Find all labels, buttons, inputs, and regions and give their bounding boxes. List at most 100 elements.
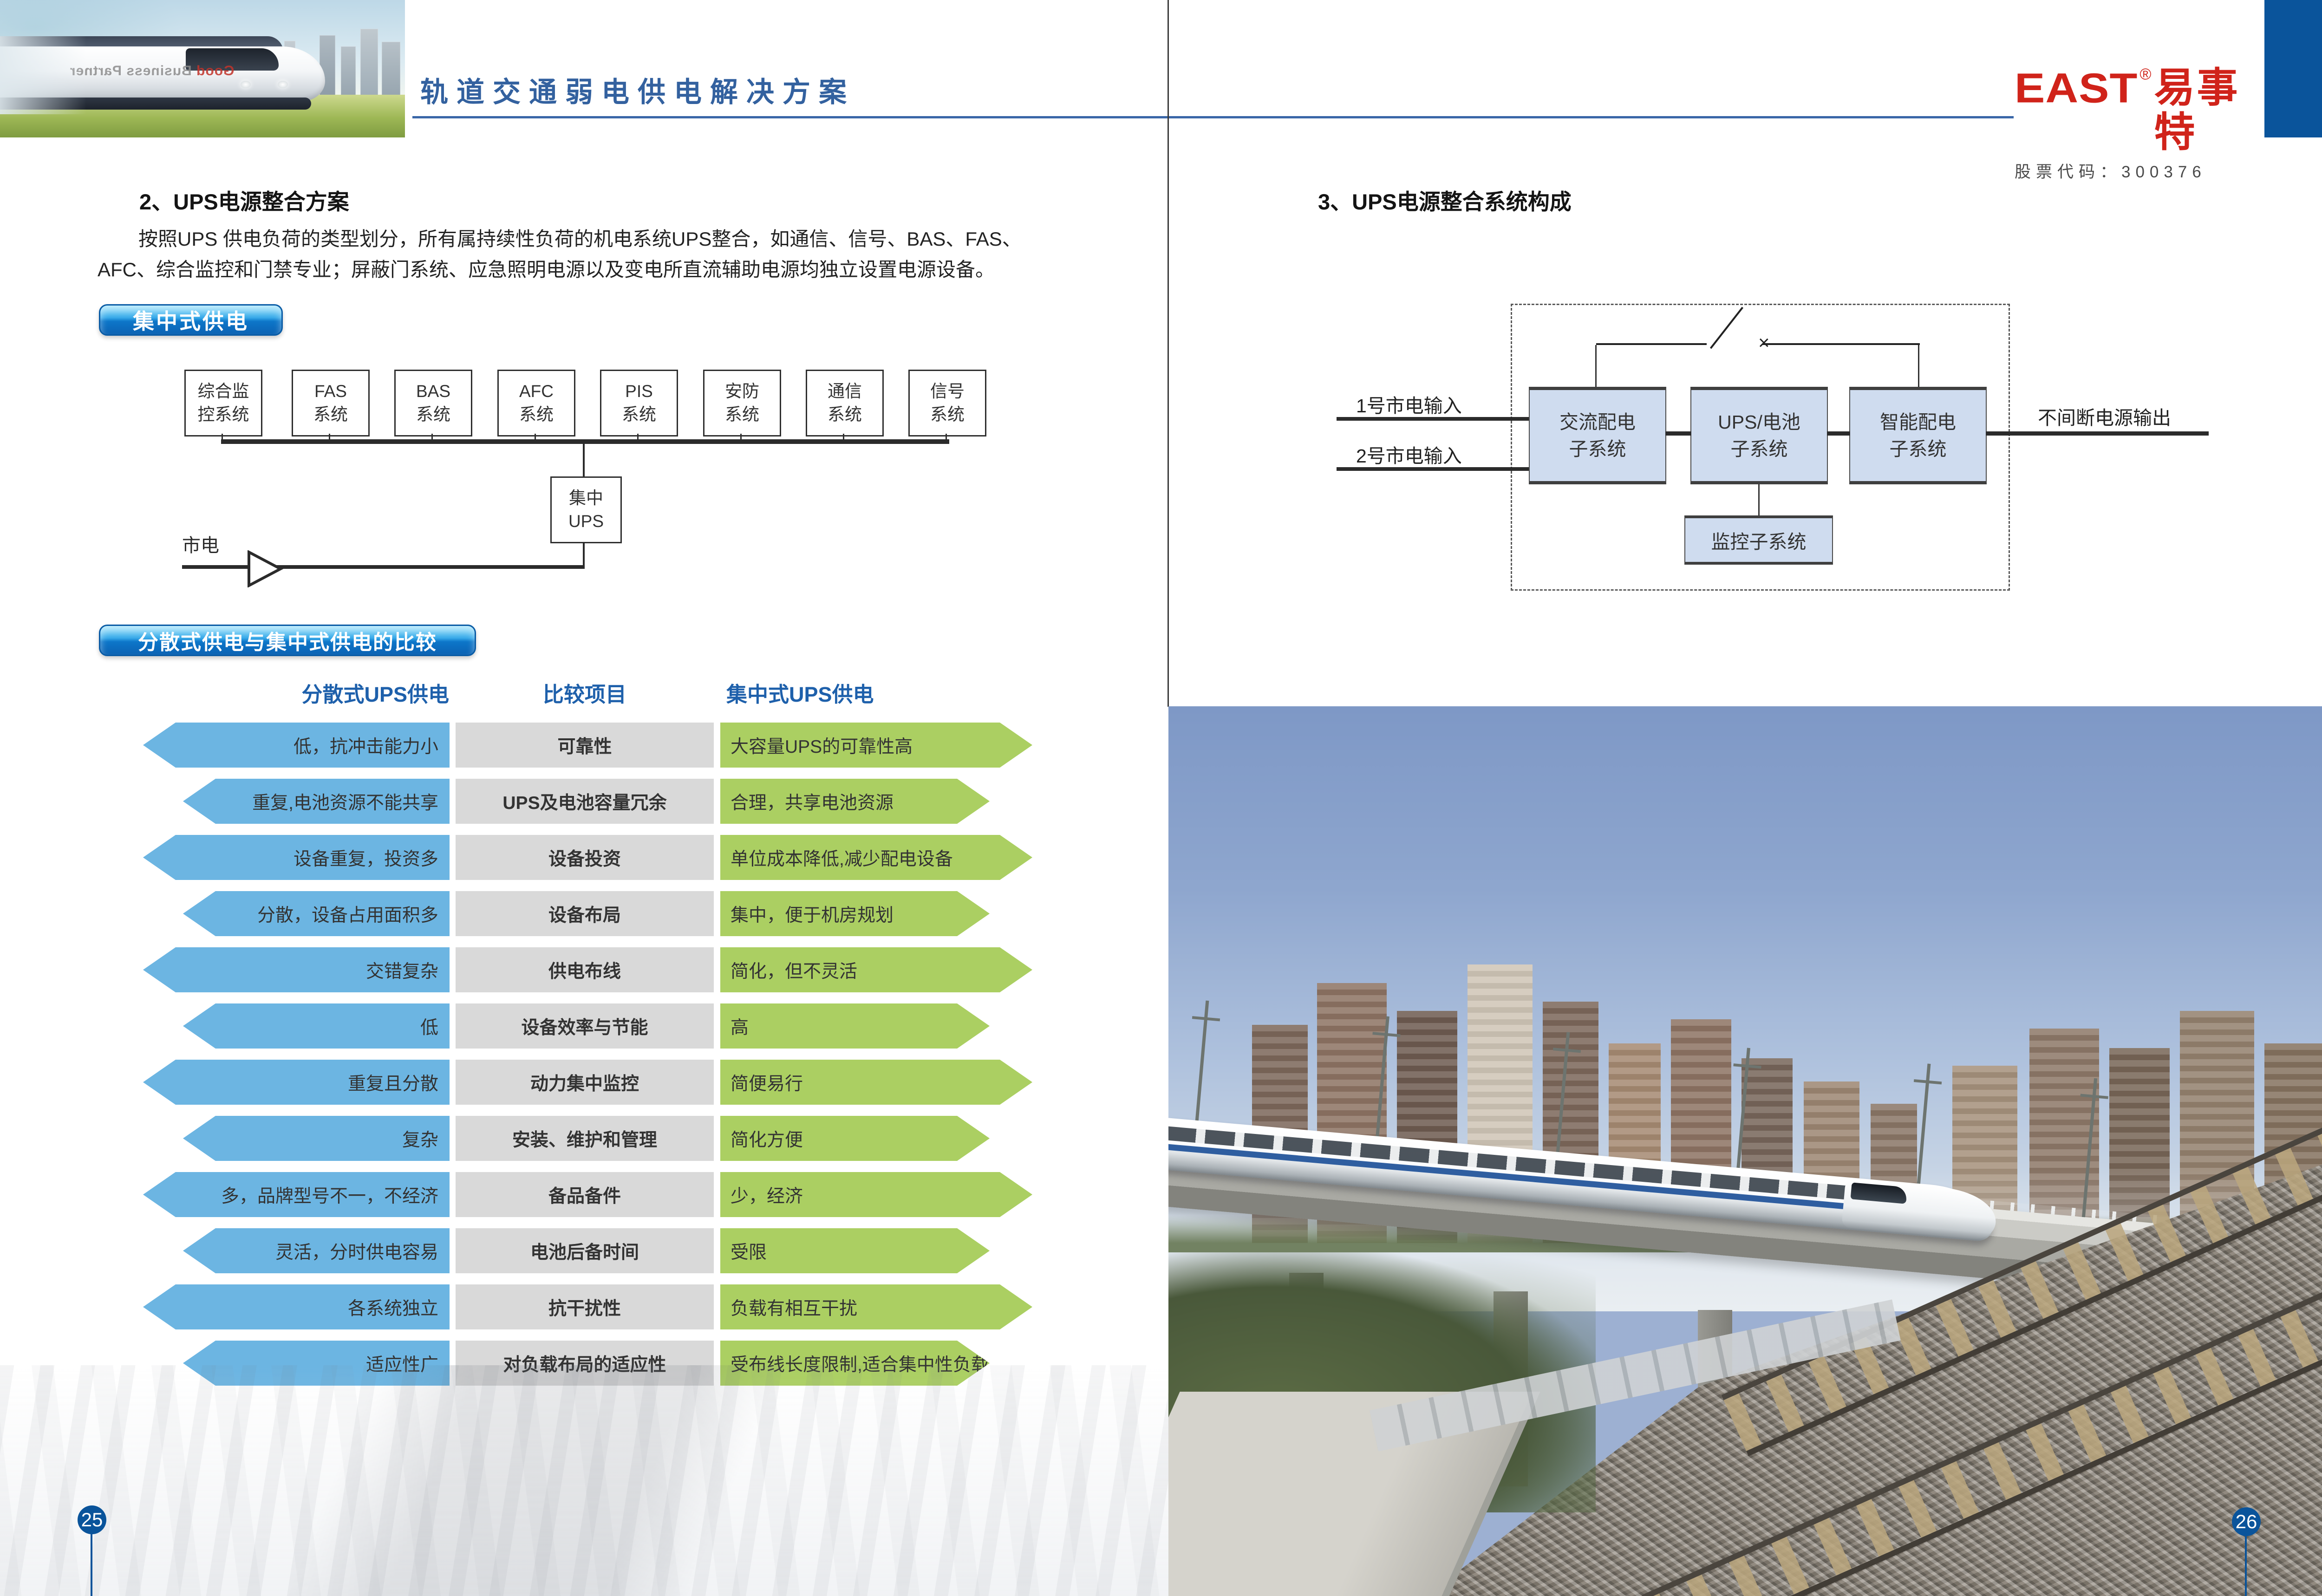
table-cell-item: UPS及电池容量冗余 — [456, 779, 714, 824]
table-cell-item: 设备效率与节能 — [456, 1003, 714, 1049]
system-boundary-dashed-box — [1511, 304, 2010, 591]
table-cell-distributed: 灵活，分时供电容易 — [183, 1228, 450, 1273]
connector-line — [222, 434, 223, 441]
banner-building — [382, 42, 400, 97]
table-cell-distributed: 低 — [183, 1003, 450, 1049]
table-cell-centralized: 受限 — [720, 1228, 990, 1273]
paragraph-line: 按照UPS 供电负荷的类型划分，所有属持续性负荷的机电系统UPS整合，如通信、信… — [138, 228, 1022, 250]
table-cell-item: 动力集中监控 — [456, 1060, 714, 1105]
table-cell-item: 可靠性 — [456, 723, 714, 768]
connector-line — [637, 434, 639, 441]
table-cell-centralized: 简便易行 — [720, 1060, 1032, 1105]
connector-line — [329, 434, 330, 441]
connector-line — [583, 444, 585, 476]
monitoring-subsystem-box: 监控子系统 — [1684, 515, 1833, 565]
table-cell-distributed: 低，抗冲击能力小 — [143, 723, 450, 768]
table-cell-item: 供电布线 — [456, 947, 714, 992]
connector-line — [1595, 345, 1597, 388]
registered-mark-icon: ® — [2139, 65, 2152, 83]
connector-line — [1827, 431, 1850, 436]
smart-distribution-box: 智能配电 子系统 — [1849, 387, 1987, 484]
bypass-line — [1596, 343, 1707, 345]
table-cell-item: 设备布局 — [456, 891, 714, 936]
table-cell-centralized: 集中，便于机房规划 — [720, 891, 990, 936]
east-logo-chinese: 易事特 — [2154, 63, 2240, 156]
page-title: 轨道交通弱电供电解决方案 — [420, 77, 855, 108]
table-cell-centralized: 简化方便 — [720, 1116, 990, 1161]
column-header-distributed: 分散式UPS供电 — [301, 682, 449, 706]
banner-train: Good Business Partner — [0, 36, 339, 114]
table-cell-item: 设备投资 — [456, 835, 714, 880]
page-number-25: 25 — [78, 1505, 106, 1534]
table-cell-centralized: 受布线长度限制,适合集中性负载 — [720, 1341, 990, 1386]
table-cell-item: 电池后备时间 — [456, 1228, 714, 1273]
table-cell-distributed: 交错复杂 — [143, 947, 450, 992]
east-logo-wordmark: EAST — [2015, 64, 2138, 111]
faint-rails-background — [0, 1365, 1168, 1596]
system-box-fas: FAS 系统 — [292, 370, 370, 436]
train-headlight — [278, 81, 288, 88]
badge-centralized-power: 集中式供电 — [99, 304, 283, 336]
connector-line — [1918, 345, 1919, 388]
section2-heading: 2、UPS电源整合方案 — [139, 189, 349, 214]
table-cell-distributed: 设备重复，投资多 — [143, 835, 450, 880]
table-cell-centralized: 负载有相互干扰 — [720, 1284, 1032, 1329]
column-header-item: 比较项目 — [542, 682, 626, 706]
banner-building — [341, 46, 356, 97]
table-cell-centralized: 合理，共享电池资源 — [720, 779, 990, 824]
table-cell-distributed: 重复且分散 — [143, 1060, 450, 1105]
train-banner-photo: Good Business Partner — [0, 0, 405, 137]
mains-input1-line — [1337, 417, 1529, 421]
connector-line — [843, 434, 844, 441]
connector-line — [740, 434, 742, 441]
system-box-pis: PIS 系统 — [600, 370, 678, 436]
table-cell-item: 安装、维护和管理 — [456, 1116, 714, 1161]
train-windshield — [186, 48, 279, 71]
system-box-bas: BAS 系统 — [394, 370, 472, 436]
system-box-security: 安防 系统 — [703, 370, 781, 436]
banner-building — [360, 29, 378, 97]
connector-line — [431, 434, 433, 441]
header-rule — [412, 116, 2014, 118]
power-bus-line — [221, 439, 949, 444]
page-number-line — [2245, 1535, 2247, 1596]
mains-label: 市电 — [182, 535, 219, 556]
bypass-switch-mark: × — [1758, 332, 1770, 353]
center-divider — [1168, 0, 1169, 707]
train-headlight — [241, 81, 251, 88]
system-box-scada: 综合监 控系统 — [184, 370, 262, 436]
city-train-photo — [1168, 706, 2322, 1596]
system-box-comm: 通信 系统 — [806, 370, 884, 436]
table-cell-item: 抗干扰性 — [456, 1284, 714, 1329]
ups-output-line — [1986, 431, 2209, 436]
section2-paragraph: 按照UPS 供电负荷的类型划分，所有属持续性负荷的机电系统UPS整合，如通信、信… — [98, 224, 1077, 285]
mains-line — [182, 565, 585, 569]
system-box-signal: 信号 系统 — [908, 370, 986, 436]
ups-battery-box: UPS/电池 子系统 — [1690, 387, 1828, 484]
connector-line — [1665, 431, 1691, 436]
table-cell-centralized: 少，经济 — [720, 1172, 1032, 1217]
bypass-line — [1762, 343, 1920, 345]
table-cell-distributed: 分散，设备占用面积多 — [183, 891, 450, 936]
table-cell-centralized: 单位成本降低,减少配电设备 — [720, 835, 1032, 880]
table-cell-item: 对负载布局的适应性 — [456, 1341, 714, 1386]
ac-distribution-box: 交流配电 子系统 — [1529, 387, 1666, 484]
table-cell-distributed: 多，品牌型号不一，不经济 — [143, 1172, 450, 1217]
section3-heading: 3、UPS电源整合系统构成 — [1318, 189, 1572, 214]
ups-output-label: 不间断电源输出 — [2038, 407, 2171, 429]
connector-line — [1758, 484, 1760, 515]
table-cell-distributed: 适应性广 — [183, 1341, 450, 1386]
connector-line — [583, 542, 585, 567]
arrow-right-icon — [248, 550, 283, 587]
stock-code: 股票代码：300376 — [2015, 163, 2206, 181]
table-cell-centralized: 大容量UPS的可靠性高 — [720, 723, 1032, 768]
badge-comparison: 分散式供电与集中式供电的比较 — [99, 625, 476, 656]
central-ups-box: 集中 UPS — [550, 476, 622, 543]
table-cell-centralized: 简化，但不灵活 — [720, 947, 1032, 992]
mains-input2-label: 2号市电输入 — [1356, 445, 1462, 467]
table-cell-distributed: 复杂 — [183, 1116, 450, 1161]
connector-line — [946, 434, 947, 441]
table-cell-distributed: 重复,电池资源不能共享 — [183, 779, 450, 824]
mains-input1-label: 1号市电输入 — [1356, 395, 1462, 417]
corner-blue-block — [2264, 0, 2322, 137]
